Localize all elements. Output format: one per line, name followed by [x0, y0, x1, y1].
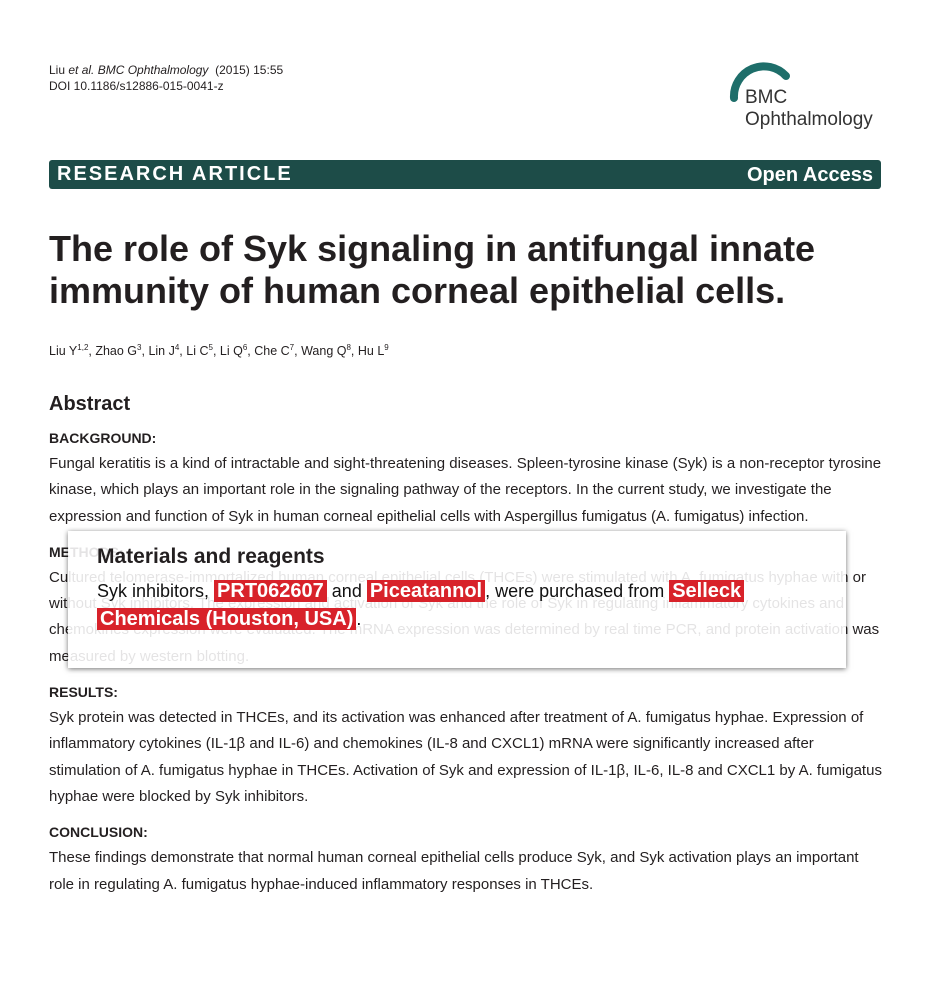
journal: BMC Ophthalmology — [97, 63, 209, 77]
journal-logo: BMC Ophthalmology — [729, 62, 873, 130]
author-name: Che C — [254, 344, 290, 358]
text-segment: , were purchased from — [485, 581, 670, 601]
doi: DOI 10.1186/s12886-015-0041-z — [49, 79, 224, 93]
section-label: RESULTS: — [49, 684, 118, 701]
author-affiliation: 3 — [137, 343, 142, 352]
section-text: Fungal keratitis is a kind of intractabl… — [49, 455, 882, 525]
banner: RESEARCH ARTICLE Open Access — [49, 160, 881, 189]
text-segment: . — [356, 609, 362, 629]
authors: Liu Y1,2, Zhao G3, Lin J4, Li C5, Li Q6,… — [49, 340, 389, 359]
highlight: PRT062607 — [214, 580, 327, 602]
popup-text: Syk inhibitors, PRT062607 and Piceatanno… — [97, 577, 826, 633]
text-segment: Syk inhibitors, — [97, 581, 215, 601]
section-label: CONCLUSION: — [49, 824, 148, 841]
logo-arc — [729, 62, 790, 102]
citation: Liu et al. BMC Ophthalmology (2015) 15:5… — [49, 62, 283, 94]
author-name: Lin J — [148, 344, 175, 358]
author-separator: , — [88, 344, 96, 358]
popup-title: Materials and reagents — [97, 545, 325, 568]
citation-line: Liu et al. BMC Ophthalmology (2015) 15:5… — [49, 62, 283, 78]
popup: Materials and reagents Syk inhibitors, P… — [68, 531, 846, 668]
author-affiliation: 9 — [384, 343, 389, 352]
author-name: Liu Y — [49, 344, 78, 358]
logo-line1: BMC — [745, 87, 787, 108]
author-name: Li Q — [219, 344, 243, 358]
abstract-heading: Abstract — [49, 393, 131, 415]
author-affiliation: 4 — [174, 343, 180, 352]
author-name: Wang Q — [301, 344, 347, 358]
citation-etal: et al. — [68, 63, 95, 77]
author-separator: , — [141, 344, 149, 358]
article-title: The role of Syk signaling in antifungal … — [49, 228, 816, 311]
text-segment: and — [326, 581, 367, 601]
author-affiliation: 7 — [289, 343, 295, 352]
article-type: RESEARCH ARTICLE — [57, 163, 293, 185]
highlight: Piceatannol — [366, 580, 486, 602]
author-separator: , — [294, 344, 302, 358]
author-affiliation: 6 — [242, 343, 248, 352]
author-name: Zhao G — [95, 344, 138, 358]
author-separator: , — [350, 344, 358, 358]
author-name: Hu L — [357, 344, 385, 358]
author-separator: , — [247, 344, 255, 358]
logo-line2: Ophthalmology — [745, 109, 873, 130]
section-text: Syk protein was detected in THCEs, and i… — [49, 709, 882, 805]
author-affiliation: 5 — [208, 343, 213, 352]
citation-author: Liu — [49, 63, 66, 77]
author-separator: , — [212, 344, 220, 358]
issue: (2015) 15:55 — [215, 63, 284, 77]
section-text: These findings demonstrate that normal h… — [49, 849, 859, 893]
author-name: Li C — [186, 344, 209, 358]
author-affiliation: 1,2 — [77, 343, 89, 352]
author-affiliation: 8 — [346, 343, 351, 352]
author-separator: , — [179, 344, 187, 358]
section-label: BACKGROUND: — [49, 430, 157, 446]
open-access: Open Access — [747, 164, 873, 186]
